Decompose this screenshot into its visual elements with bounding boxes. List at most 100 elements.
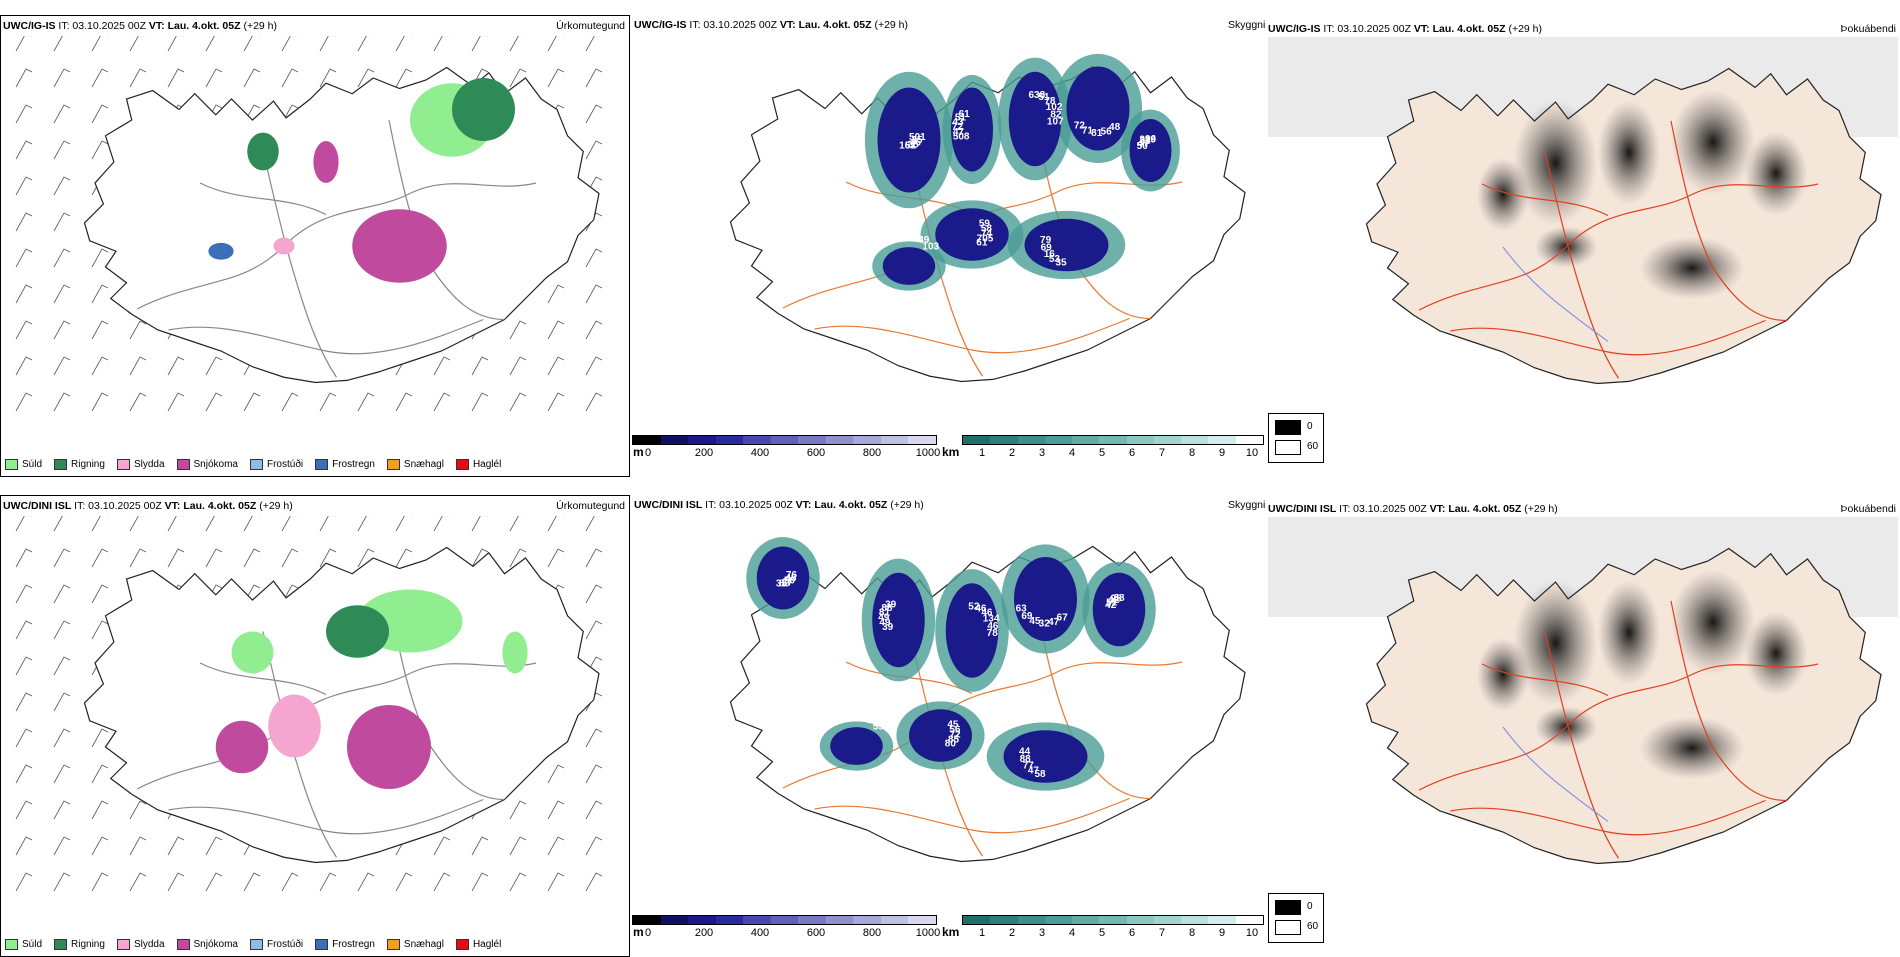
cloudbase-area	[830, 727, 883, 765]
wind-barb-icon	[395, 392, 413, 412]
wind-barb-icon	[15, 836, 33, 856]
cloudbase-label: 43	[952, 117, 964, 128]
wind-barb-icon	[319, 548, 337, 568]
fog-area	[1476, 157, 1530, 232]
legend-item: Frostregn	[315, 459, 375, 470]
wind-barb-icon	[53, 800, 71, 820]
cloudbase-label: 35	[776, 578, 788, 589]
tick-label: 9	[1218, 927, 1226, 939]
cloudbase-label: 47	[1048, 617, 1060, 628]
wind-barb-icon	[53, 584, 71, 604]
fog-legend: 0 60	[1268, 893, 1324, 943]
legend-swatch	[5, 939, 18, 950]
wind-barb-icon	[53, 548, 71, 568]
iceland-land	[729, 53, 1246, 383]
wind-barb-icon	[585, 728, 603, 748]
cloudbase-label: 102	[1046, 102, 1063, 113]
wind-barb-icon	[433, 392, 451, 412]
wind-barb-icon	[91, 728, 109, 748]
cloudbase-label: 79	[1040, 235, 1052, 246]
wind-barb-icon	[15, 392, 33, 412]
wind-barb-icon	[129, 68, 147, 88]
cloudbase-label: 85	[948, 734, 960, 745]
legend-item: Snæhagl	[386, 939, 444, 950]
fog-area	[1639, 716, 1745, 780]
cloudbase-label: 96	[1145, 134, 1157, 145]
precip-legend: Súld Rigning Slydda Snjókoma Frostúði Frostre…	[5, 459, 501, 470]
cloudbase-label: 51	[1038, 92, 1050, 103]
fog-label-0: 0	[1307, 901, 1313, 912]
colorbar-cell	[1044, 916, 1073, 924]
road	[1481, 183, 1609, 217]
wind-barb-icon	[509, 392, 527, 412]
fog-area	[1639, 236, 1745, 300]
precip-area	[215, 720, 269, 774]
fog-legend: 0 60	[1268, 413, 1324, 463]
fog-swatch-0	[1275, 900, 1301, 915]
wind-barb-icon	[205, 548, 223, 568]
fog-title: Þokuábendi	[1840, 503, 1896, 515]
valid-time: VT: Lau. 4.okt. 05Z	[164, 500, 257, 512]
wind-barb-icon	[243, 548, 261, 568]
legend-swatch	[116, 939, 130, 950]
cloudbase-label: 42	[1105, 600, 1117, 611]
cloudbase-label: 239	[1139, 135, 1156, 146]
precip-panel-2: UWC/DINI ISL IT: 03.10.2025 00Z VT: Lau.…	[0, 495, 630, 957]
cloudbase-label: 50	[1137, 141, 1149, 152]
wind-barb-icon	[91, 68, 109, 88]
cloudbase-label: 103	[922, 242, 939, 253]
wind-barb-icon	[167, 872, 185, 892]
wind-barb-icon	[167, 36, 184, 52]
tick-label: 2	[1008, 447, 1016, 459]
wind-barb-icon	[167, 68, 185, 88]
cloudbase-label: 107	[1047, 117, 1064, 128]
wind-barb-icon	[243, 36, 260, 52]
wind-barb-icon	[471, 836, 489, 856]
cloudbase-colorbar	[632, 915, 937, 925]
cloudbase-label: 47	[1138, 138, 1150, 149]
wind-barb-icon	[91, 392, 109, 412]
wind-barb-icon	[15, 620, 33, 640]
init-time: IT: 03.10.2025 00Z	[58, 20, 146, 32]
wind-barb-icon	[585, 104, 603, 124]
colorbar-cell	[1181, 916, 1209, 924]
legend-item: Rigning	[54, 939, 105, 950]
legend-label: Snæhagl	[403, 939, 444, 950]
fog-area	[1513, 580, 1598, 706]
cloudbase-label: 162	[899, 140, 916, 151]
cloudbase-label: 134	[983, 614, 1000, 625]
wind-barb-icon	[53, 620, 71, 640]
wind-barb-icon	[585, 320, 603, 340]
wind-barb-icon	[91, 872, 109, 892]
colorbar-cell	[633, 436, 661, 444]
road	[1670, 120, 1787, 322]
lead-time: (+29 h)	[259, 500, 293, 512]
wind-barb-icon	[15, 764, 33, 784]
lead-time: (+29 h)	[1508, 23, 1543, 35]
cloudbase-label: 76	[786, 570, 798, 581]
cloudbase-label: 39	[885, 600, 897, 611]
precip-map	[15, 36, 603, 412]
cloudbase-label: 72	[952, 122, 964, 133]
cloudbase-area	[872, 572, 925, 668]
panel-header: UWC/DINI ISL IT: 03.10.2025 00Z VT: Lau.…	[3, 500, 293, 512]
panel-header: UWC/IG-IS IT: 03.10.2025 00Z VT: Lau. 4.…	[634, 19, 908, 31]
cloudbase-label: 44	[1019, 747, 1031, 758]
wind-barb-icon	[53, 356, 71, 376]
colorbar-cell	[743, 916, 771, 924]
visibility-ticks: 1 2 3 4 5 6 7 8 9 10	[962, 447, 1264, 461]
cloudbase-label: 58	[1034, 769, 1046, 780]
cloudbase-colorbar	[632, 435, 937, 445]
wind-barb-icon	[91, 548, 109, 568]
colorbar-cell	[1126, 916, 1154, 924]
road	[136, 182, 537, 310]
cloudbase-label: 45	[1029, 616, 1041, 627]
road	[1418, 183, 1819, 311]
wind-barb-icon	[15, 320, 33, 340]
cloudbase-label: 32	[1039, 618, 1051, 629]
wind-barb-icon	[53, 176, 71, 196]
wind-barb-icon	[433, 872, 451, 892]
wind-barb-icon	[471, 356, 489, 376]
lead-time: (+29 h)	[874, 19, 909, 31]
fog-area	[1744, 611, 1808, 696]
